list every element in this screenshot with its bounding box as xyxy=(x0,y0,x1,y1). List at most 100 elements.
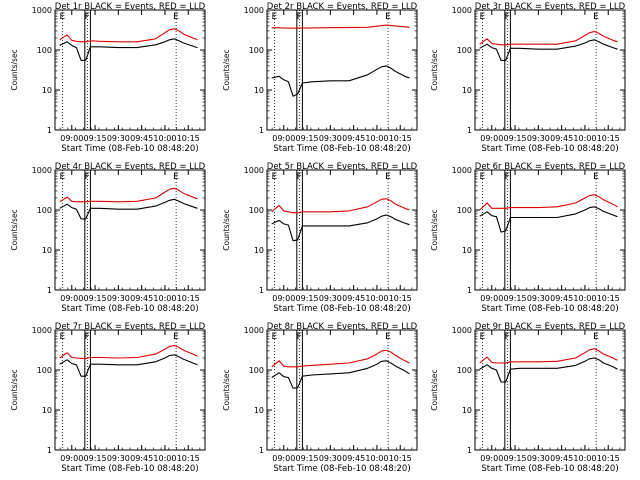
x-tick-label: 09:00 xyxy=(480,134,503,143)
series-line-lld xyxy=(479,194,618,211)
marker-label: E xyxy=(271,12,277,22)
x-tick-label: 09:00 xyxy=(480,294,503,303)
y-axis-label: Counts/sec xyxy=(222,369,231,410)
y-tick-label: 1000 xyxy=(452,6,472,15)
marker-label: E xyxy=(479,332,485,342)
x-axis-label: Start Time (08-Feb-10 08:48:20) xyxy=(481,304,618,314)
x-axis-label: Start Time (08-Feb-10 08:48:20) xyxy=(481,144,618,154)
marker-label: E xyxy=(59,332,65,342)
marker-label: F xyxy=(297,12,302,22)
marker-label: F xyxy=(85,332,90,342)
marker-label: F xyxy=(505,172,510,182)
x-tick-label: 09:15 xyxy=(296,454,319,463)
x-tick-label: 09:45 xyxy=(342,294,365,303)
x-tick-label: 10:15 xyxy=(597,454,620,463)
series-line-lld xyxy=(479,348,618,364)
series-line-lld xyxy=(271,24,410,29)
y-tick-label: 100 xyxy=(249,46,264,55)
y-tick-label: 1 xyxy=(259,126,264,135)
y-tick-label: 100 xyxy=(457,206,472,215)
marker-label: F xyxy=(297,172,302,182)
y-tick-label: 100 xyxy=(249,206,264,215)
marker-label: E xyxy=(593,172,599,182)
y-axis-label: Counts/sec xyxy=(222,209,231,250)
y-tick-label: 1 xyxy=(259,286,264,295)
panel-title: Det 8r BLACK = Events, RED = LLD xyxy=(267,322,418,332)
y-tick-label: 100 xyxy=(457,46,472,55)
x-tick-label: 10:00 xyxy=(365,294,388,303)
y-tick-label: 1000 xyxy=(452,166,472,175)
x-tick-label: 10:00 xyxy=(365,134,388,143)
y-axis-label: Counts/sec xyxy=(10,49,19,90)
x-tick-label: 10:15 xyxy=(389,134,412,143)
panel-title: Det 2r BLACK = Events, RED = LLD xyxy=(267,2,418,12)
series-line-events xyxy=(479,39,618,61)
series-line-lld xyxy=(271,349,410,368)
x-tick-label: 09:45 xyxy=(342,454,365,463)
x-tick-label: 09:30 xyxy=(527,454,550,463)
series-line-events xyxy=(59,38,198,61)
y-axis-label: Counts/sec xyxy=(430,369,439,410)
y-axis-label: Counts/sec xyxy=(10,209,19,250)
series-line-lld xyxy=(271,198,410,214)
x-tick-label: 10:00 xyxy=(573,454,596,463)
x-tick-label: 10:00 xyxy=(153,454,176,463)
x-tick-label: 10:15 xyxy=(177,134,200,143)
y-tick-label: 100 xyxy=(249,366,264,375)
series-line-events xyxy=(479,206,618,233)
x-tick-label: 10:15 xyxy=(389,454,412,463)
x-tick-label: 10:00 xyxy=(365,454,388,463)
marker-label: F xyxy=(85,172,90,182)
y-tick-label: 100 xyxy=(457,366,472,375)
marker-label: F xyxy=(505,12,510,22)
marker-label: E xyxy=(173,12,179,22)
y-tick-label: 10 xyxy=(462,86,472,95)
y-tick-label: 10 xyxy=(42,246,52,255)
y-tick-label: 10 xyxy=(42,406,52,415)
y-tick-label: 10 xyxy=(462,406,472,415)
x-tick-label: 10:15 xyxy=(597,134,620,143)
y-tick-label: 1 xyxy=(47,286,52,295)
x-tick-label: 10:15 xyxy=(389,294,412,303)
marker-label: E xyxy=(479,12,485,22)
x-tick-label: 09:15 xyxy=(296,134,319,143)
series-line-events xyxy=(479,357,618,383)
marker-label: E xyxy=(385,12,391,22)
series-line-events xyxy=(271,214,410,242)
x-tick-label: 09:15 xyxy=(504,454,527,463)
y-tick-label: 10 xyxy=(254,246,264,255)
y-tick-label: 1000 xyxy=(32,6,52,15)
marker-label: E xyxy=(173,332,179,342)
y-tick-label: 1000 xyxy=(32,326,52,335)
y-axis-label: Counts/sec xyxy=(430,209,439,250)
x-tick-label: 09:00 xyxy=(60,134,83,143)
x-tick-label: 09:15 xyxy=(84,454,107,463)
y-tick-label: 100 xyxy=(37,46,52,55)
y-tick-label: 100 xyxy=(37,206,52,215)
marker-label: F xyxy=(297,332,302,342)
y-tick-label: 10 xyxy=(254,86,264,95)
y-axis-label: Counts/sec xyxy=(430,49,439,90)
panel-title: Det 9r BLACK = Events, RED = LLD xyxy=(475,322,626,332)
x-tick-label: 09:45 xyxy=(550,134,573,143)
marker-label: E xyxy=(271,172,277,182)
y-axis-label: Counts/sec xyxy=(10,369,19,410)
series-line-lld xyxy=(59,28,198,43)
x-tick-label: 09:30 xyxy=(319,134,342,143)
y-tick-label: 100 xyxy=(37,366,52,375)
y-tick-label: 1 xyxy=(467,126,472,135)
y-tick-label: 10 xyxy=(254,406,264,415)
x-tick-label: 09:00 xyxy=(272,294,295,303)
series-line-events xyxy=(271,360,410,389)
x-tick-label: 09:45 xyxy=(130,294,153,303)
marker-label: E xyxy=(59,12,65,22)
marker-label: E xyxy=(479,172,485,182)
